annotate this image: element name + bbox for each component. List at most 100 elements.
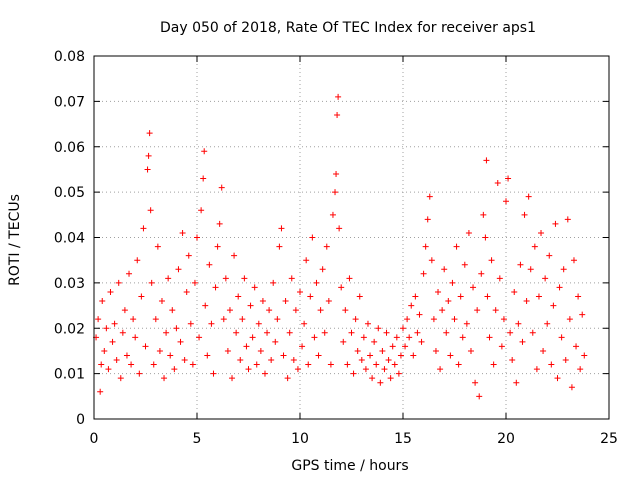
data-point [550, 302, 557, 309]
data-point [128, 361, 135, 368]
data-point [560, 266, 567, 273]
x-tick-label: 20 [497, 431, 515, 447]
data-point [200, 175, 207, 182]
data-point [264, 329, 271, 336]
data-point [426, 193, 433, 200]
data-point [266, 307, 273, 314]
data-point [535, 293, 542, 300]
data-point [404, 316, 411, 323]
data-point [179, 229, 186, 236]
data-point [358, 357, 365, 364]
data-point [517, 261, 524, 268]
data-point [307, 293, 314, 300]
data-point [274, 316, 281, 323]
y-tick-label: 0.04 [54, 231, 85, 247]
data-point [299, 343, 306, 350]
data-point [335, 93, 342, 100]
data-point [397, 352, 404, 359]
data-point [101, 347, 108, 354]
data-point [451, 316, 458, 323]
data-point [276, 243, 283, 250]
data-point [259, 298, 266, 305]
data-point [280, 352, 287, 359]
data-point [150, 361, 157, 368]
data-point [132, 334, 139, 341]
y-tick-label: 0.05 [54, 185, 85, 201]
data-point [482, 234, 489, 241]
data-point [387, 375, 394, 382]
data-point [428, 257, 435, 264]
data-point [459, 334, 466, 341]
data-point [309, 234, 316, 241]
data-point [338, 284, 345, 291]
data-point [282, 298, 289, 305]
data-point [169, 307, 176, 314]
data-point [288, 275, 295, 282]
data-point [498, 343, 505, 350]
data-point [148, 279, 155, 286]
data-point [449, 279, 456, 286]
data-point [342, 307, 349, 314]
data-point [245, 366, 252, 373]
data-point [154, 243, 161, 250]
data-point [531, 243, 538, 250]
chart-title: Day 050 of 2018, Rate Of TEC Index for r… [160, 20, 536, 36]
data-point [235, 293, 242, 300]
data-point [486, 334, 493, 341]
data-point [494, 180, 501, 187]
data-point [488, 257, 495, 264]
data-point [165, 275, 172, 282]
data-point [107, 288, 114, 295]
data-point [272, 338, 279, 345]
data-point [385, 357, 392, 364]
data-point [562, 357, 569, 364]
data-point [147, 207, 154, 214]
data-point [476, 393, 483, 400]
data-point [126, 270, 133, 277]
plot-frame [93, 55, 610, 420]
data-point [237, 357, 244, 364]
data-point [455, 361, 462, 368]
data-point [257, 347, 264, 354]
data-point [521, 211, 528, 218]
data-point [418, 338, 425, 345]
data-point [311, 334, 318, 341]
data-point [218, 184, 225, 191]
data-point [145, 152, 152, 159]
data-point [249, 334, 256, 341]
data-point [214, 243, 221, 250]
data-point [290, 357, 297, 364]
data-point [233, 329, 240, 336]
data-point [519, 338, 526, 345]
data-point [525, 193, 532, 200]
data-point [484, 293, 491, 300]
data-point [554, 375, 561, 382]
data-point [478, 270, 485, 277]
data-point [406, 334, 413, 341]
data-point [575, 293, 582, 300]
axis-ticks: 0 0.01 0.02 0.03 0.04 0.05 0.06 0.07 0.08 0 5 10 15 2… [54, 49, 618, 447]
data-point [513, 379, 520, 386]
data-point [189, 361, 196, 368]
x-tick-label: 5 [193, 431, 202, 447]
data-point [241, 275, 248, 282]
data-point [315, 352, 322, 359]
data-point [461, 261, 468, 268]
data-point [542, 275, 549, 282]
y-tick-label: 0.02 [54, 321, 85, 337]
data-point [294, 366, 301, 373]
x-tick-label: 25 [600, 431, 618, 447]
data-point [420, 270, 427, 277]
data-point [191, 279, 198, 286]
data-point [278, 225, 285, 232]
data-point [527, 266, 534, 273]
data-point [556, 284, 563, 291]
data-point [136, 370, 143, 377]
data-point [402, 343, 409, 350]
x-tick-label: 15 [394, 431, 412, 447]
data-point [480, 211, 487, 218]
data-point [185, 252, 192, 259]
data-point [577, 366, 584, 373]
data-point [181, 357, 188, 364]
data-point [432, 347, 439, 354]
